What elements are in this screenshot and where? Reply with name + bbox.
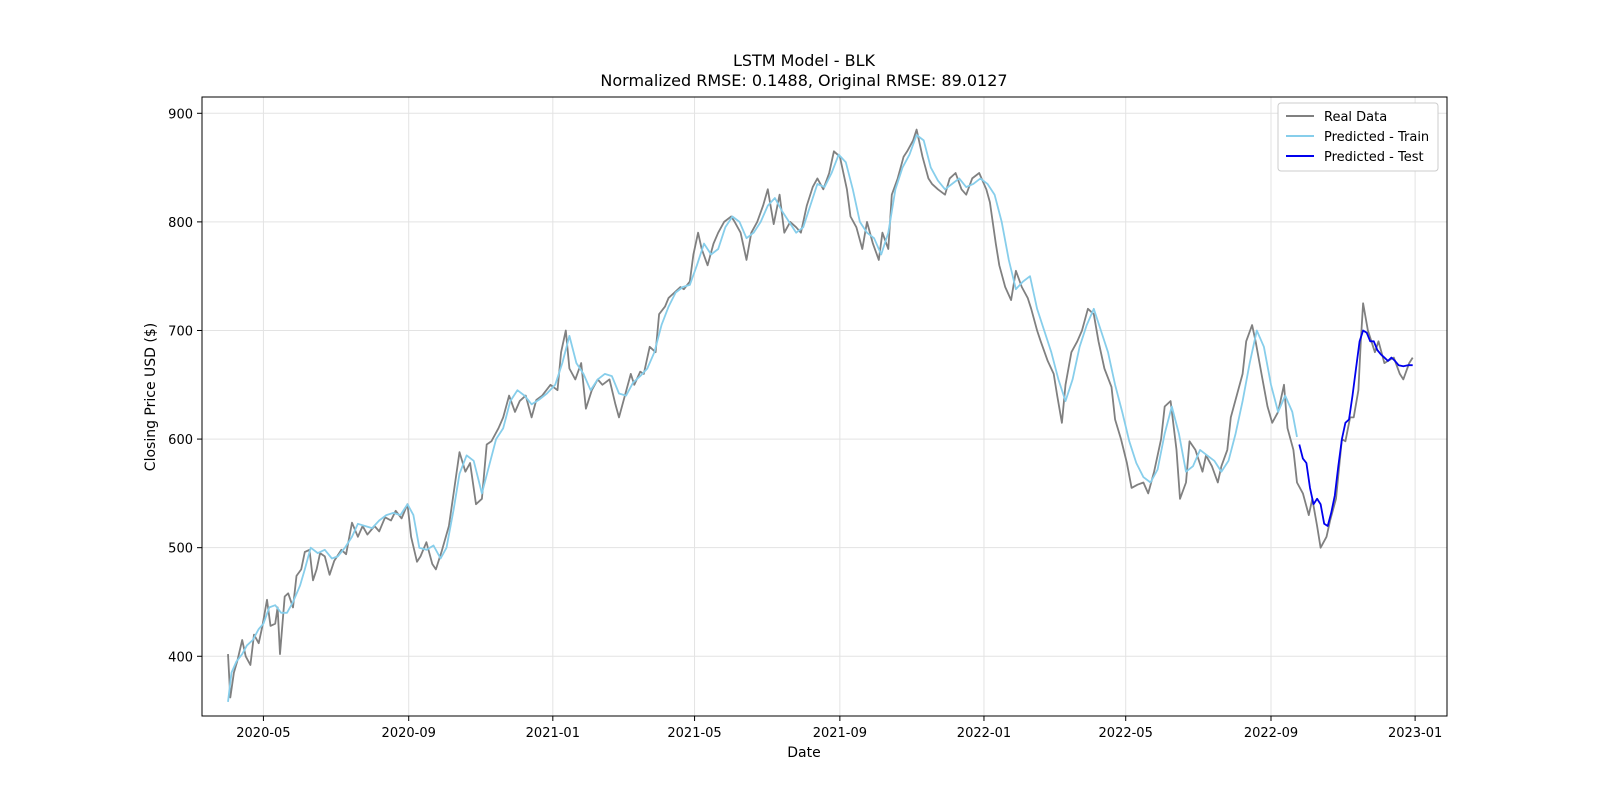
legend-box [1277, 102, 1439, 172]
legend-item-predicted-test: Predicted - Test [1286, 150, 1424, 165]
x-tick-label: 2022-09 [1244, 726, 1298, 741]
x-tick-label: 2023-01 [1388, 726, 1442, 741]
grid [202, 97, 1447, 716]
legend-label: Predicted - Train [1324, 130, 1429, 145]
x-tick-label: 2022-01 [957, 726, 1011, 741]
legend-label: Real Data [1324, 110, 1387, 125]
chart-title: LSTM Model - BLK [733, 51, 876, 70]
legend: Real Data Predicted - Train Predicted - Te… [1277, 102, 1439, 172]
y-tick-label: 500 [168, 542, 193, 557]
plot-frame [201, 96, 1448, 717]
y-axis: 400 500 600 700 800 900 [168, 107, 202, 665]
x-tick-label: 2022-05 [1099, 726, 1153, 741]
y-tick-label: 800 [168, 216, 193, 231]
chart-subtitle: Normalized RMSE: 0.1488, Original RMSE: … [600, 71, 1007, 90]
y-tick-label: 700 [168, 324, 193, 339]
legend-item-real-data: Real Data [1286, 110, 1387, 125]
x-tick-label: 2021-09 [813, 726, 867, 741]
x-tick-label: 2021-05 [667, 726, 721, 741]
y-tick-label: 400 [168, 650, 193, 665]
y-tick-label: 900 [168, 107, 193, 122]
x-axis-label: Date [787, 745, 820, 761]
series-line-real-data [227, 128, 1414, 699]
series-line-predicted-train [227, 134, 1298, 703]
x-tick-label: 2020-05 [236, 726, 290, 741]
legend-item-predicted-train: Predicted - Train [1286, 130, 1429, 145]
x-tick-label: 2020-09 [382, 726, 436, 741]
x-tick-label: 2021-01 [526, 726, 580, 741]
legend-label: Predicted - Test [1324, 150, 1424, 165]
series-line-predicted-test [1298, 329, 1413, 527]
y-axis-label: Closing Price USD ($) [143, 323, 159, 471]
x-axis: 2020-05 2020-09 2021-01 2021-05 2021-09 2022-… [236, 716, 1442, 741]
y-tick-label: 600 [168, 433, 193, 448]
series-layer [227, 128, 1414, 703]
